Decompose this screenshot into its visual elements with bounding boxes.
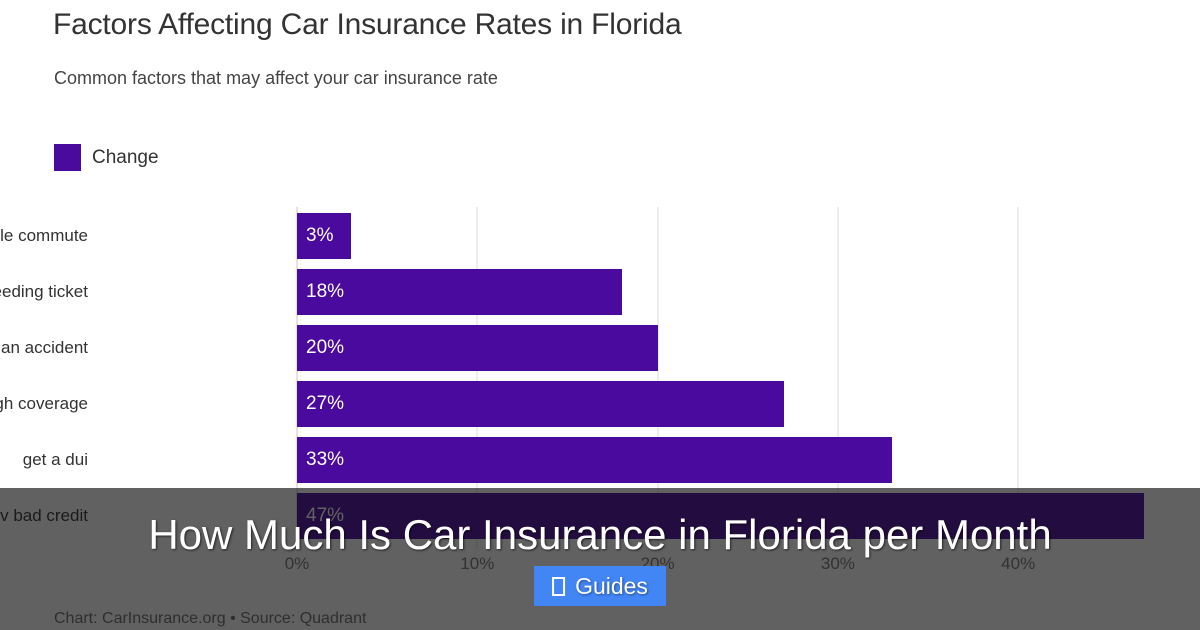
chart-title: Factors Affecting Car Insurance Rates in… [53,8,682,41]
bar-value-label: 3% [306,225,334,246]
legend-label-change: Change [92,146,159,168]
bar-value-label: 20% [306,337,345,358]
category-label: get a speeding ticket [0,282,88,301]
category-label: 6k v 12k mile commute [0,226,88,245]
gridline-0% [296,207,298,550]
bar-value-label: 33% [306,449,345,470]
legend-swatch-change [54,144,81,171]
overlay-headline: How Much Is Car Insurance in Florida per… [148,511,1052,558]
bar[interactable]: 27% [297,381,784,427]
gridline-30% [836,207,839,550]
title-overlay-banner [0,488,1200,630]
guides-badge-label: Guides [575,572,648,599]
bar-value-label: 18% [306,281,345,302]
category-label: get a dui [22,450,88,469]
category-label: have an accident [0,338,88,357]
gridline-40% [1017,207,1020,550]
bar[interactable]: 3% [297,213,351,259]
category-label: low v high coverage [0,394,88,413]
gridline-10% [476,207,479,550]
bar[interactable]: 18% [297,269,622,315]
guides-badge[interactable]: Guides [534,566,666,606]
chart-subtitle: Common factors that may affect your car … [54,68,498,88]
gridline-20% [656,207,659,550]
document-icon [552,576,566,596]
bar-value-label: 27% [306,393,345,414]
chart-legend: Change [54,144,159,171]
bar[interactable]: 33% [297,437,892,483]
bar[interactable]: 20% [297,325,658,371]
